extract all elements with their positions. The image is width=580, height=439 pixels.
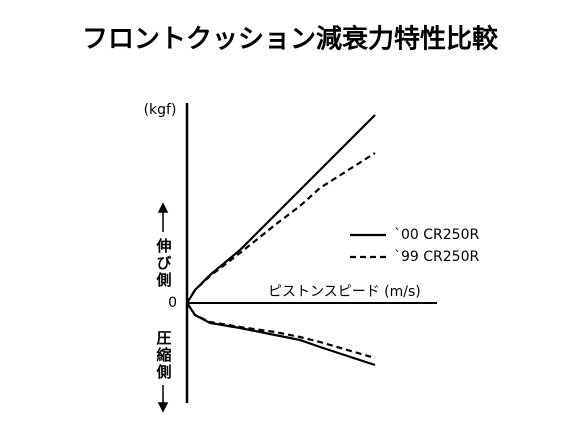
arrow-down-head <box>157 402 169 413</box>
y-lower-label: 圧縮側 <box>155 330 173 381</box>
series-line <box>186 302 376 367</box>
y-tick-label: 0 <box>168 295 177 311</box>
arrow-up-head <box>157 202 169 213</box>
legend-label: `00 CR250R <box>394 227 479 243</box>
legend-label: `99 CR250R <box>394 249 479 265</box>
series-line <box>186 302 376 360</box>
series-line <box>186 114 376 304</box>
y-unit: (kgf) <box>144 102 177 118</box>
x-axis-label: ピストンスピード (m/s) <box>268 284 421 300</box>
arrows <box>157 202 169 413</box>
chart-title: フロントクッション減衰力特性比較 <box>82 24 499 55</box>
y-upper-label: 伸び側 <box>155 237 173 289</box>
series-line <box>186 152 376 304</box>
